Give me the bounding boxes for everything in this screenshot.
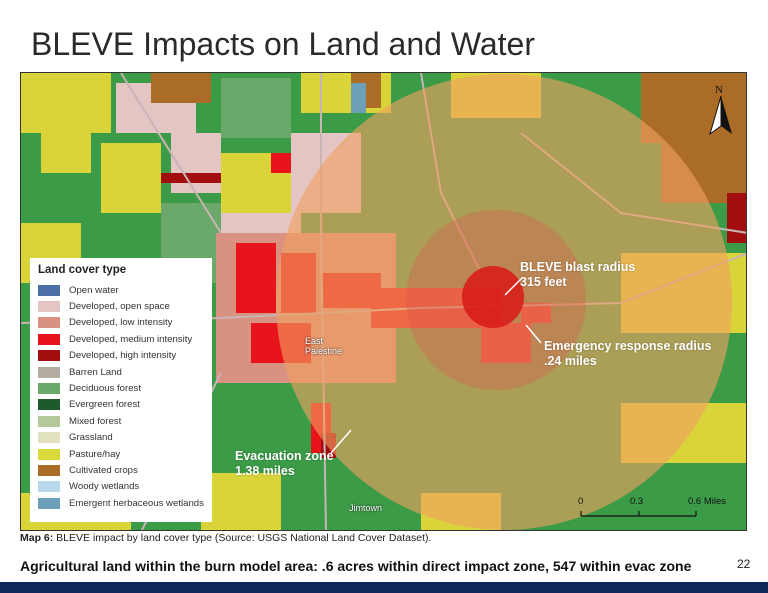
legend-item: Developed, open space: [30, 298, 212, 314]
legend-swatch: [38, 432, 60, 444]
caption-label: Map 6:: [20, 532, 54, 544]
legend-label: Mixed forest: [69, 415, 122, 427]
legend-label: Developed, medium intensity: [69, 333, 193, 345]
legend-label: Barren Land: [69, 366, 122, 378]
legend-item: Woody wetlands: [30, 479, 212, 495]
legend-item: Open water: [30, 282, 212, 298]
legend-item: Pasture/hay: [30, 446, 212, 462]
legend-swatch: [38, 415, 60, 427]
legend-label: Cultivated crops: [69, 464, 138, 476]
footer-bar: [0, 582, 768, 593]
blast-leader-line: [504, 278, 522, 296]
legend-label: Deciduous forest: [69, 383, 141, 395]
scale-tick-0: 0: [578, 496, 584, 507]
north-label: N: [715, 84, 723, 96]
legend-swatch: [38, 284, 60, 296]
scale-tick-1: 0.3: [630, 496, 644, 507]
legend-item: Deciduous forest: [30, 380, 212, 396]
map-legend: Land cover type Open water Developed, ope…: [30, 258, 212, 522]
legend-item: Emergent herbaceous wetlands: [30, 495, 212, 511]
legend-label: Developed, low intensity: [69, 317, 173, 329]
legend-label: Pasture/hay: [69, 448, 121, 460]
legend-swatch: [38, 464, 60, 476]
legend-item: Barren Land: [30, 364, 212, 380]
town-label-east-palestine: East Palestine: [305, 336, 342, 356]
caption-text: BLEVE impact by land cover type (Source:…: [53, 532, 432, 544]
north-arrow: N: [708, 84, 734, 136]
legend-item: Evergreen forest: [30, 397, 212, 413]
blast-radius-value: 315 feet: [520, 275, 567, 289]
page-title: BLEVE Impacts on Land and Water: [31, 26, 535, 62]
legend-item: Developed, high intensity: [30, 348, 212, 364]
legend-swatch: [38, 399, 60, 411]
legend-item: Mixed forest: [30, 413, 212, 429]
scale-bar: 0 0.3 0.6 Miles: [578, 496, 738, 526]
legend-item: Developed, medium intensity: [30, 331, 212, 347]
scale-bar-line: [580, 511, 697, 517]
north-arrow-icon: [709, 96, 732, 136]
legend-swatch: [38, 317, 60, 329]
summary-text: Agricultural land within the burn model …: [20, 558, 692, 574]
legend-label: Developed, high intensity: [69, 350, 177, 362]
blast-radius-label: BLEVE blast radius 315 feet: [520, 260, 635, 290]
evacuation-value: 1.38 miles: [235, 464, 295, 478]
legend-title: Land cover type: [38, 264, 127, 276]
legend-label: Open water: [69, 284, 119, 296]
town-label-line-2: Palestine: [305, 346, 343, 356]
evacuation-zone-label: Evacuation zone 1.38 miles: [235, 449, 334, 479]
evac-leader-line: [330, 429, 352, 454]
legend-swatch: [38, 350, 60, 362]
legend-swatch: [38, 448, 60, 460]
town-label-line-1: East: [305, 336, 324, 346]
legend-swatch: [38, 383, 60, 395]
legend-label: Woody wetlands: [69, 481, 140, 493]
town-label-jimtown: Jimtown: [349, 503, 383, 513]
emergency-leader-line: [525, 324, 542, 344]
legend-label: Grassland: [69, 432, 113, 444]
legend-swatch: [38, 333, 60, 345]
legend-label: Emergent herbaceous wetlands: [69, 497, 204, 509]
legend-swatch: [38, 366, 60, 378]
blast-radius-title: BLEVE blast radius: [520, 260, 636, 274]
evacuation-title: Evacuation zone: [235, 449, 334, 463]
legend-label: Developed, open space: [69, 301, 170, 313]
legend-swatch: [38, 301, 60, 313]
legend-items: Open water Developed, open space Developed…: [30, 282, 212, 511]
legend-swatch: [38, 497, 60, 509]
page-number: 22: [737, 557, 751, 571]
legend-label: Evergreen forest: [69, 399, 140, 411]
legend-item: Developed, low intensity: [30, 315, 212, 331]
emergency-radius-title: Emergency response radius: [544, 339, 712, 353]
map-caption: Map 6: BLEVE impact by land cover type (…: [20, 532, 431, 544]
scale-tick-2: 0.6 Miles: [688, 496, 727, 507]
emergency-radius-value: .24 miles: [544, 354, 597, 368]
legend-swatch: [38, 481, 60, 493]
legend-item: Cultivated crops: [30, 462, 212, 478]
emergency-radius-label: Emergency response radius .24 miles: [544, 339, 711, 369]
blast-radius[interactable]: [462, 266, 524, 328]
legend-item: Grassland: [30, 430, 212, 446]
